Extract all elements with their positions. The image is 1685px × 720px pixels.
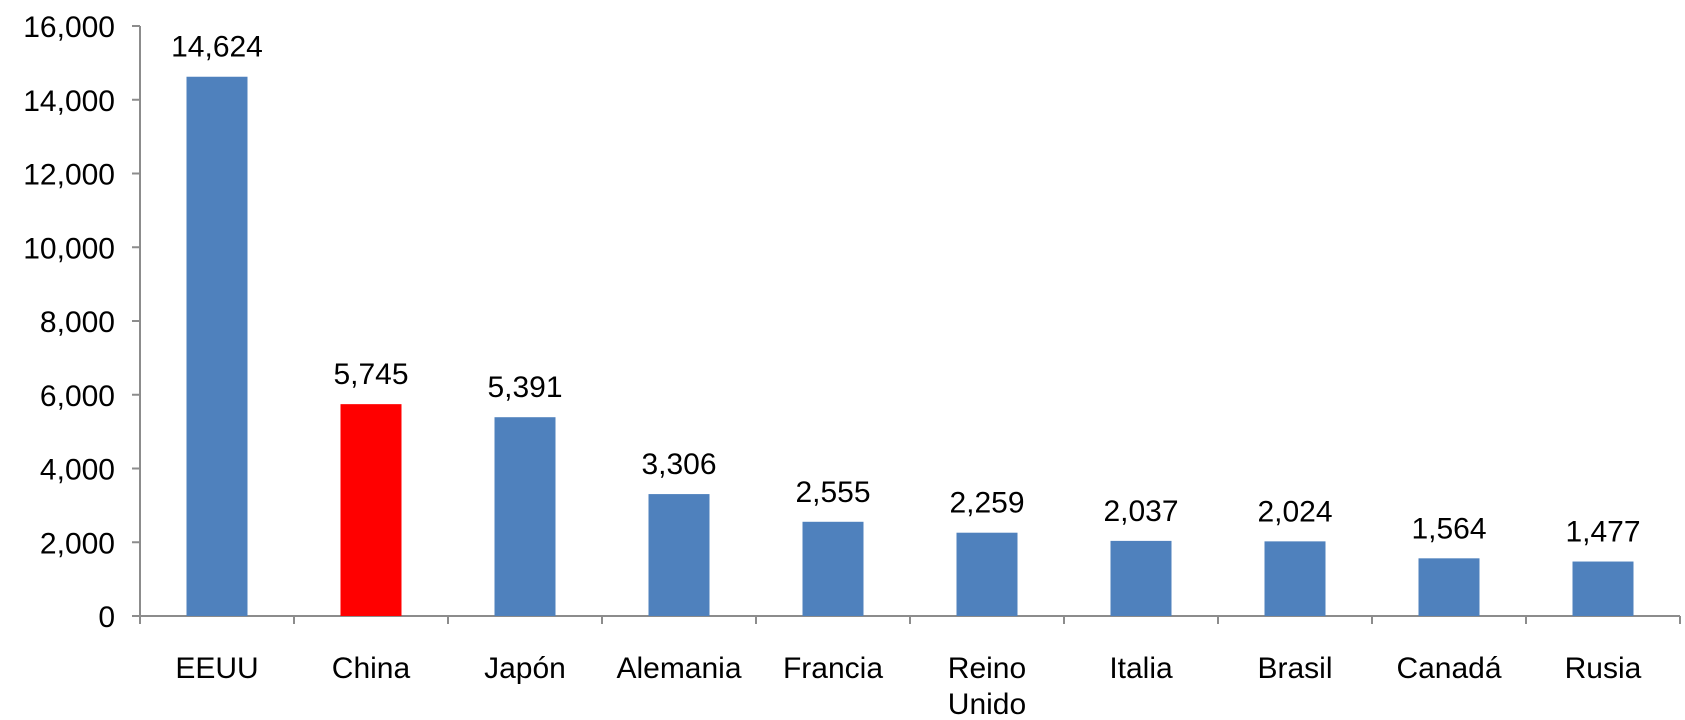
- bar: [340, 404, 402, 616]
- category-label: EEUU: [175, 652, 258, 685]
- bar: [956, 532, 1018, 616]
- category-label: Canadá: [1396, 652, 1501, 685]
- category-label-line: Unido: [948, 688, 1026, 720]
- bar: [494, 417, 556, 616]
- category-label: Japón: [484, 652, 566, 685]
- y-tick-label: 2,000: [40, 527, 115, 560]
- data-label: 2,037: [1103, 495, 1178, 528]
- bar: [648, 494, 710, 616]
- x-axis: [139, 615, 1681, 624]
- y-tick-label: 0: [98, 601, 115, 634]
- category-label-line: China: [332, 652, 411, 685]
- bar: [1110, 540, 1172, 616]
- data-label: 1,477: [1565, 516, 1640, 549]
- y-tick-label: 14,000: [23, 85, 115, 118]
- y-tick-label: 6,000: [40, 380, 115, 413]
- y-tick-label: 8,000: [40, 306, 115, 339]
- y-axis: 0 2,000 4,000 6,000 8,000 10,000 12,000 14,000 1…: [23, 11, 141, 634]
- data-label: 2,024: [1257, 495, 1332, 528]
- data-label: 3,306: [641, 448, 716, 481]
- category-label-line: Reino: [948, 652, 1026, 685]
- category-label-line: Brasil: [1257, 652, 1332, 685]
- category-label-line: Italia: [1109, 652, 1173, 685]
- bar: [1572, 561, 1634, 616]
- data-label: 1,564: [1411, 512, 1486, 545]
- category-label: Francia: [783, 652, 883, 685]
- category-label: Reino Unido: [948, 652, 1026, 720]
- category-labels: EEUU China Japón Alemania Francia Reino Unido I…: [175, 652, 1641, 720]
- bars: [186, 76, 1634, 617]
- y-tick-label: 10,000: [23, 232, 115, 265]
- category-label: Italia: [1109, 652, 1173, 685]
- category-label-line: Francia: [783, 652, 883, 685]
- bar: [1264, 541, 1326, 616]
- category-label-line: Canadá: [1396, 652, 1501, 685]
- y-tick-label: 12,000: [23, 159, 115, 192]
- bar: [1418, 558, 1480, 616]
- category-label-line: Japón: [484, 652, 566, 685]
- category-label: Rusia: [1565, 652, 1642, 685]
- data-label: 2,259: [949, 487, 1024, 520]
- bar: [802, 521, 864, 616]
- data-label: 14,624: [171, 31, 263, 64]
- category-label-line: Alemania: [616, 652, 741, 685]
- category-label-line: Rusia: [1565, 652, 1642, 685]
- category-label-line: EEUU: [175, 652, 258, 685]
- data-labels: 14,624 5,745 5,391 3,306 2,555 2,259 2,037 2,02…: [171, 31, 1640, 549]
- bar: [186, 76, 248, 617]
- y-tick-label: 4,000: [40, 454, 115, 487]
- data-label: 5,391: [487, 371, 562, 404]
- category-label: Brasil: [1257, 652, 1332, 685]
- y-tick-label: 16,000: [23, 11, 115, 44]
- data-label: 2,555: [795, 476, 870, 509]
- data-label: 5,745: [333, 358, 408, 391]
- category-label: China: [332, 652, 411, 685]
- category-label: Alemania: [616, 652, 741, 685]
